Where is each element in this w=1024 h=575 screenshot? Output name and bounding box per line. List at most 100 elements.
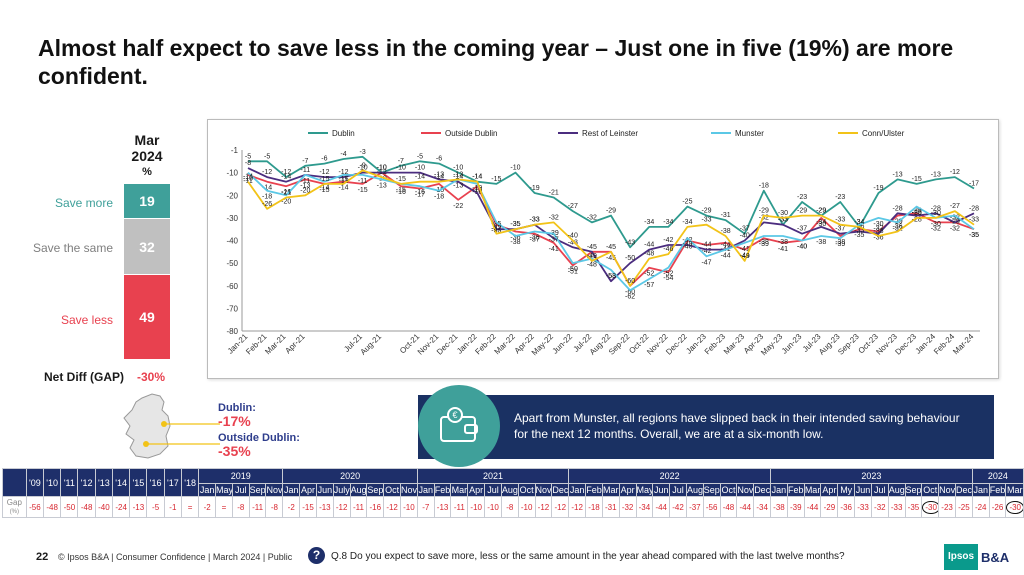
stack-header: Mar 2024 % — [122, 132, 172, 180]
data-label: -29 — [950, 219, 960, 226]
data-label: -30 — [778, 210, 788, 217]
gap-row-label: Gap (%) — [2, 496, 27, 518]
gap-month-header: Apr — [820, 483, 839, 497]
data-label: -25 — [682, 199, 692, 206]
gap-month-header: Dec — [551, 483, 570, 497]
data-label: -34 — [854, 219, 864, 226]
gap-month-header: Jan — [198, 483, 217, 497]
gap-month-header: Oct — [383, 483, 401, 497]
data-label: -53 — [606, 273, 616, 280]
data-label: -32 — [491, 225, 501, 232]
data-label: -11 — [339, 178, 349, 185]
gap-month-value: -10 — [400, 496, 418, 518]
data-label: -34 — [644, 219, 654, 226]
gap-month-value: -11 — [349, 496, 368, 518]
outside-dublin-value: -35% — [218, 443, 251, 459]
data-label: -10 — [377, 165, 387, 172]
data-label: -30 — [912, 210, 922, 217]
data-label: -44 — [644, 242, 654, 249]
save-same-label: Save the same — [32, 241, 113, 255]
gap-month-header: Mar — [601, 483, 620, 497]
data-label: -30 — [816, 221, 826, 228]
gap-month-value: -13 — [433, 496, 452, 518]
data-label: -14 — [243, 174, 253, 181]
data-label: -20 — [300, 187, 310, 194]
data-label: -11 — [301, 178, 311, 185]
data-label: -34 — [682, 219, 692, 226]
data-label: -29 — [816, 208, 826, 215]
data-label: -60 — [625, 289, 635, 296]
x-tick-label: May-23 — [759, 332, 785, 358]
gap-month-value: -12 — [534, 496, 553, 518]
ireland-map-icon — [123, 393, 220, 459]
data-label: -16 — [396, 189, 406, 196]
gap-month-value: -37 — [685, 496, 704, 518]
stack-year: 2024 — [131, 148, 163, 164]
data-label: -15 — [319, 187, 329, 194]
gap-year-value: -50 — [60, 496, 79, 518]
data-label: -11 — [243, 178, 253, 185]
data-label: -15 — [319, 176, 329, 183]
data-label: -19 — [873, 185, 883, 192]
data-label: -34 — [854, 219, 864, 226]
gap-month-value: -39 — [786, 496, 805, 518]
gap-month-value: -34 — [635, 496, 654, 518]
data-label: -40 — [568, 233, 578, 240]
gap-month-value: -24 — [971, 496, 990, 518]
data-label: -22 — [453, 203, 463, 210]
data-label: -36 — [893, 223, 903, 230]
data-label: -62 — [625, 293, 635, 300]
data-label: -14 — [434, 174, 444, 181]
data-label: -10 — [377, 165, 387, 172]
data-label: -44 — [701, 242, 711, 249]
data-label: -37 — [549, 237, 559, 244]
data-label: -48 — [587, 262, 597, 269]
footer: 22 © Ipsos B&A | Consumer Confidence | M… — [0, 540, 1024, 575]
data-label: -10 — [243, 176, 253, 183]
gap-month-header: Jul — [231, 483, 250, 497]
data-label: -41 — [549, 246, 559, 253]
gap-month-value: -30 — [1005, 496, 1024, 518]
gap-year-header: '13 — [94, 468, 113, 497]
data-label: -27 — [950, 203, 960, 210]
data-label: -37 — [491, 226, 501, 233]
data-label: -41 — [740, 246, 750, 253]
gap-month-header: Jan — [568, 483, 587, 497]
data-label: -15 — [358, 187, 368, 194]
svg-text:€: € — [452, 410, 457, 420]
gap-month-value: -12 — [568, 496, 587, 518]
gap-group-header: 2024 — [971, 468, 1024, 484]
data-label: -14 — [262, 185, 272, 192]
data-label: -33 — [530, 217, 540, 224]
gap-month-header: Jan — [770, 483, 788, 497]
gap-year-value: -48 — [77, 496, 96, 518]
data-label: -23 — [797, 194, 807, 201]
gap-month-header: My — [837, 483, 856, 497]
x-tick-label: May-22 — [530, 332, 556, 358]
gap-month-header: Apr — [618, 483, 637, 497]
legend-label: Rest of Leinster — [582, 129, 638, 138]
data-label: -11 — [358, 178, 368, 185]
data-label: -41 — [778, 246, 788, 253]
data-label: -33 — [530, 217, 540, 224]
gap-month-header: Nov — [938, 483, 956, 497]
data-label: -30 — [931, 210, 941, 217]
data-label: -21 — [549, 190, 559, 197]
data-label: -38 — [835, 239, 845, 246]
y-tick-label: -10 — [226, 169, 238, 178]
data-label: -34 — [663, 219, 673, 226]
data-label: -33 — [969, 217, 979, 224]
data-label: -18 — [759, 183, 769, 190]
gap-month-header: Jan — [416, 483, 435, 497]
gap-year-value: -24 — [111, 496, 131, 518]
data-label: -42 — [701, 248, 711, 255]
data-label: -32 — [587, 214, 597, 221]
gap-month-header: Aug — [500, 483, 519, 497]
data-label: -44 — [740, 253, 750, 260]
data-label: -44 — [721, 242, 731, 249]
data-label: -33 — [854, 228, 864, 235]
data-label: -13 — [300, 182, 310, 189]
series-line — [247, 171, 975, 292]
data-label: -48 — [644, 251, 654, 258]
gap-month-header: Feb — [433, 483, 452, 497]
